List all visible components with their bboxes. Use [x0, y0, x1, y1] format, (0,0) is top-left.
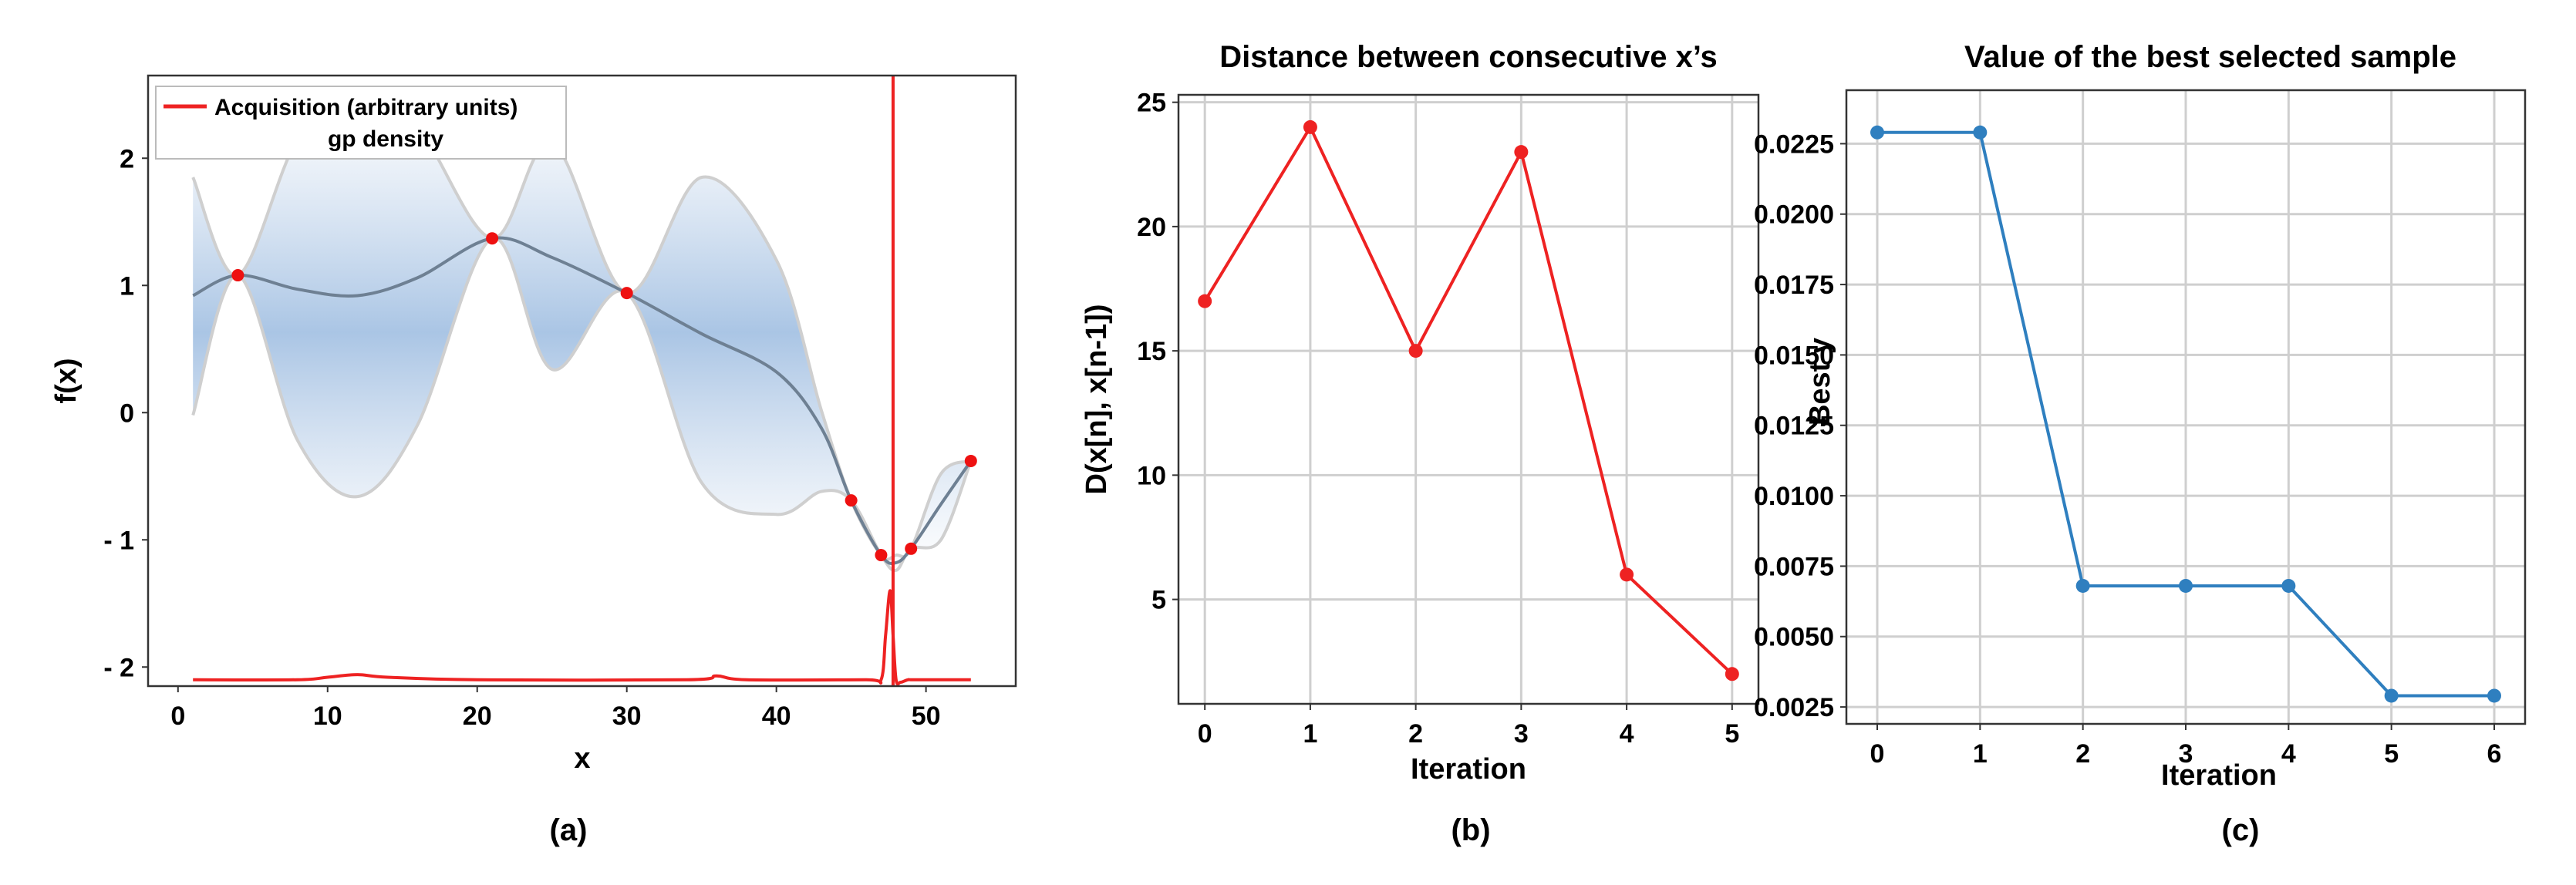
panel-b-data-point — [1620, 567, 1634, 582]
observation-point — [620, 287, 633, 300]
panel-c-y-tick-label: 0.0075 — [1754, 552, 1834, 581]
panel-b-title: Distance between consecutive x’s — [1219, 40, 1717, 74]
panel-b-y-tick-label: 15 — [1137, 337, 1166, 366]
acquisition-curve — [193, 589, 971, 686]
panel-a-ticks: 0 10 20 30 40 50 - 2 - 1 0 1 2 — [103, 144, 940, 731]
panel-b-x-tick-label: 3 — [1514, 719, 1529, 749]
observation-point — [231, 269, 244, 282]
gp-mean-line — [192, 236, 973, 565]
panel-c-x-tick-label: 0 — [1870, 739, 1885, 769]
panel-b-data-point — [1198, 294, 1212, 308]
panel-a-x-tick-label: 10 — [313, 702, 342, 731]
panel-b: 0 1 2 3 4 5 5 10 15 20 25 Distance between consecu… — [1081, 40, 1760, 847]
panel-b-ticks: 0 1 2 3 4 5 5 10 15 20 25 — [1137, 89, 1739, 749]
panel-b-grid — [1178, 95, 1758, 704]
panel-b-frame — [1177, 93, 1760, 705]
panel-c-data-point — [2075, 578, 2090, 593]
panel-c-plot-area — [1870, 125, 2501, 703]
panel-b-y-tick-label: 25 — [1137, 89, 1166, 118]
panel-c-caption: (c) — [2222, 813, 2260, 847]
panel-b-caption: (b) — [1451, 813, 1490, 847]
panel-b-data-point — [1408, 344, 1423, 358]
panel-b-y-tick-label: 10 — [1137, 461, 1166, 490]
panel-c-y-tick-label: 0.0125 — [1754, 412, 1834, 441]
panel-a-y-tick-label: - 2 — [103, 653, 134, 682]
panel-a-x-tick-label: 0 — [170, 702, 185, 731]
panel-c-y-tick-label: 0.0200 — [1754, 200, 1834, 230]
panel-c-data-point — [1870, 125, 1884, 140]
panel-b-x-tick-label: 2 — [1408, 719, 1423, 749]
gp-density-band — [193, 94, 971, 571]
panel-a-y-label: f(x) — [50, 358, 83, 403]
panel-a-caption: (a) — [550, 813, 588, 847]
panel-b-series-line — [1203, 123, 1734, 675]
panel-c-ticks: 0 1 2 3 4 5 6 0.0025 0.0050 0.0075 0.0100 0.0125 0.0… — [1754, 130, 2501, 769]
panel-a-x-label: x — [574, 742, 590, 775]
panel-c-title: Value of the best selected sample — [1964, 40, 2456, 74]
panel-c-x-tick-label: 3 — [2179, 739, 2193, 769]
panel-a-plot-area — [191, 76, 977, 686]
panel-c-y-label: Best y — [1804, 338, 1836, 426]
panel-c-y-tick-label: 0.0150 — [1754, 341, 1834, 370]
panel-c-data-point — [2384, 688, 2399, 703]
panel-b-plot-area — [1198, 119, 1739, 681]
panel-b-x-tick-label: 4 — [1620, 719, 1634, 749]
panel-a-y-tick-label: 0 — [120, 399, 134, 428]
panel-b-y-label: D(x[n], x[n-1]) — [1081, 305, 1113, 495]
panel-c-y-tick-label: 0.0100 — [1754, 482, 1834, 511]
panel-a-legend: Acquisition (arbitrary units) gp density — [155, 86, 567, 160]
panel-a: 0 10 20 30 40 50 - 2 - 1 0 1 2 Acquisition (arbitr… — [50, 74, 1017, 847]
observation-point — [486, 232, 499, 245]
panel-c-x-tick-label: 1 — [1973, 739, 1988, 769]
panel-b-y-tick-label: 5 — [1151, 586, 1166, 615]
panel-c-y-tick-label: 0.0175 — [1754, 271, 1834, 300]
observation-point — [845, 494, 858, 507]
observation-point — [905, 542, 918, 555]
panel-a-frame — [147, 74, 1017, 688]
panel-b-data-point — [1725, 667, 1739, 681]
legend-acquisition-label: Acquisition (arbitrary units) — [214, 95, 518, 120]
panel-c-x-tick-label: 6 — [2487, 739, 2502, 769]
panel-c-y-tick-label: 0.0025 — [1754, 693, 1834, 722]
panel-c-y-tick-label: 0.0225 — [1754, 130, 1834, 159]
panel-b-y-tick-label: 20 — [1137, 213, 1166, 242]
panel-b-data-point — [1514, 145, 1529, 160]
panel-a-y-tick-label: - 1 — [103, 526, 134, 555]
panel-a-y-tick-label: 1 — [120, 271, 134, 301]
legend-gp-density-label: gp density — [328, 126, 443, 152]
panel-b-data-point — [1303, 119, 1317, 134]
panel-a-x-tick-label: 50 — [912, 702, 941, 731]
observation-point — [964, 454, 977, 467]
panel-c-x-tick-label: 5 — [2384, 739, 2399, 769]
panel-c-data-point — [1973, 125, 1988, 140]
panel-c-data-point — [2487, 688, 2501, 703]
gp-lower-bound-line — [191, 236, 973, 573]
observation-point — [875, 549, 888, 562]
panel-b-x-tick-label: 1 — [1303, 719, 1317, 749]
panel-c-data-point — [2281, 578, 2296, 593]
panel-c-data-point — [2179, 578, 2193, 593]
panel-c: 0 1 2 3 4 5 6 0.0025 0.0050 0.0075 0.0100 0.0125 0.0… — [1754, 40, 2527, 847]
panel-c-x-label: Iteration — [2161, 759, 2277, 792]
panel-c-y-tick-label: 0.0050 — [1754, 623, 1834, 652]
panel-a-x-tick-label: 30 — [612, 702, 642, 731]
panel-c-grid — [1846, 90, 2525, 724]
panel-c-x-tick-label: 4 — [2281, 739, 2296, 769]
panel-c-x-tick-label: 2 — [2075, 739, 2090, 769]
panel-a-x-tick-label: 40 — [762, 702, 791, 731]
panel-a-y-tick-label: 2 — [120, 144, 134, 173]
legend-box — [155, 86, 567, 160]
panel-b-x-label: Iteration — [1411, 753, 1526, 786]
panel-a-x-tick-label: 20 — [463, 702, 492, 731]
panel-b-x-tick-label: 0 — [1198, 719, 1212, 749]
panel-b-x-tick-label: 5 — [1725, 719, 1739, 749]
